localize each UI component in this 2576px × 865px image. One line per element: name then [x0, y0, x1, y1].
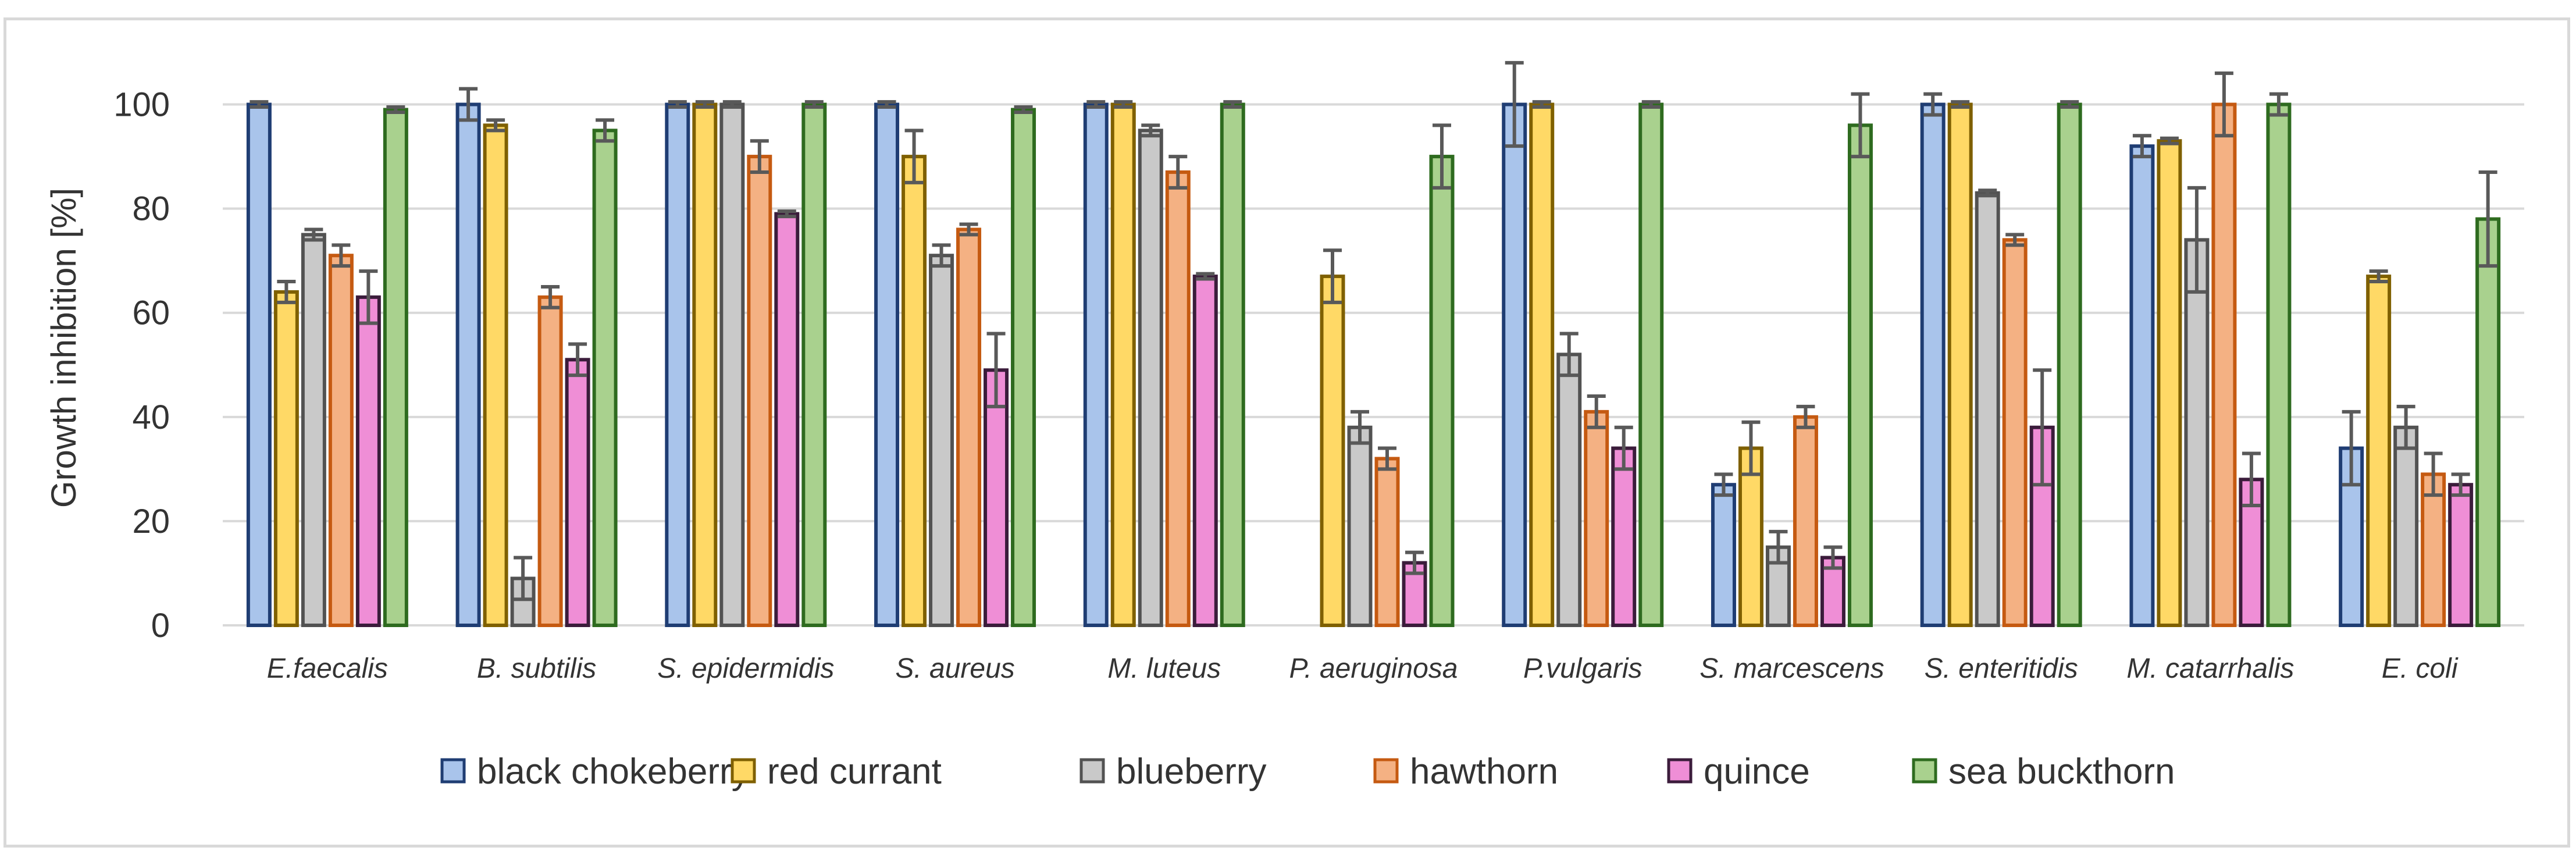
- bar-black-chokeberry: [1711, 483, 1736, 628]
- bar-quince: [984, 368, 1009, 628]
- bar-sea-buckthorn: [2475, 217, 2501, 627]
- bar-hawthorn: [2421, 472, 2446, 627]
- bar-hawthorn: [1584, 410, 1609, 627]
- bar-black-chokeberry: [1502, 102, 1527, 627]
- bar-black-chokeberry: [1083, 102, 1109, 627]
- bar-hawthorn: [1374, 457, 1400, 627]
- bar-quince: [355, 295, 381, 627]
- x-category-label: M. luteus: [1107, 653, 1221, 684]
- bar-red-currant: [1947, 102, 1973, 627]
- legend-label-blueberry: blueberry: [1116, 752, 1266, 792]
- legend-swatch-red-currant: [731, 758, 756, 784]
- bar-sea-buckthorn: [1847, 123, 1873, 627]
- legend-swatch-quince: [1667, 758, 1693, 784]
- legend-label-sea-buckthorn: sea buckthorn: [1948, 752, 2175, 792]
- bar-sea-buckthorn: [1220, 102, 1245, 627]
- bar-hawthorn: [537, 295, 563, 627]
- bar-quince: [774, 212, 800, 628]
- legend-swatch-sea-buckthorn: [1912, 758, 1937, 784]
- legend-label-hawthorn: hawthorn: [1410, 752, 1558, 792]
- bar-black-chokeberry: [2129, 144, 2155, 627]
- bar-red-currant: [273, 290, 299, 627]
- legend-label-red-currant: red currant: [767, 752, 942, 792]
- bar-sea-buckthorn: [1011, 108, 1036, 627]
- y-axis-label: Growth inhibition [%]: [44, 188, 83, 508]
- x-category-label: B. subtilis: [477, 653, 596, 684]
- error-bars: [250, 60, 2497, 601]
- bar-quince: [565, 358, 590, 627]
- bar-blueberry: [2393, 425, 2419, 628]
- bar-black-chokeberry: [665, 102, 690, 627]
- bar-hawthorn: [956, 227, 982, 628]
- bar-red-currant: [2366, 275, 2392, 627]
- x-category-label: S. aureus: [895, 653, 1014, 684]
- bar-red-currant: [1738, 446, 1763, 628]
- bar-hawthorn: [2211, 102, 2237, 627]
- bar-sea-buckthorn: [1429, 155, 1455, 628]
- bar-blueberry: [1975, 191, 2000, 628]
- x-category-label: P. aeruginosa: [1289, 653, 1458, 684]
- bar-black-chokeberry: [874, 102, 900, 627]
- bar-hawthorn: [1793, 415, 1818, 627]
- bar-quince: [2448, 483, 2474, 628]
- bar-red-currant: [1320, 275, 1345, 627]
- bar-quince: [1192, 275, 1218, 627]
- legend-label-black-chokeberry: black chokeberry: [477, 752, 750, 792]
- y-tick-label: 100: [113, 86, 170, 124]
- bar-blueberry: [301, 233, 326, 627]
- y-tick-label: 60: [132, 294, 170, 332]
- bar-blueberry: [1556, 353, 1582, 627]
- x-category-label: P.vulgaris: [1523, 653, 1642, 684]
- legend-label-quince: quince: [1704, 752, 1810, 792]
- bar-sea-buckthorn: [383, 108, 408, 627]
- bar-hawthorn: [328, 254, 354, 627]
- x-category-label: S. marcescens: [1699, 653, 1884, 684]
- bar-sea-buckthorn: [2057, 102, 2082, 627]
- bar-blueberry: [1138, 129, 1163, 627]
- bar-blueberry: [719, 102, 745, 627]
- bar-sea-buckthorn: [801, 102, 827, 627]
- bar-blueberry: [1347, 425, 1373, 628]
- y-tick-label: 80: [132, 190, 170, 228]
- legend-swatch-black-chokeberry: [440, 758, 466, 784]
- legend: black chokeberry red currant blueberry hawt…: [440, 752, 2175, 792]
- bar-black-chokeberry: [246, 102, 272, 627]
- x-category-label: M. catarrhalis: [2126, 653, 2294, 684]
- x-category-label: S. enteritidis: [1925, 653, 2078, 684]
- bar-hawthorn: [747, 155, 772, 628]
- x-category-label: S. epidermidis: [657, 653, 834, 684]
- bars: [246, 102, 2501, 628]
- x-category-label: E. coli: [2382, 653, 2459, 684]
- bar-sea-buckthorn: [2266, 102, 2292, 627]
- bar-red-currant: [692, 102, 718, 627]
- y-tick-label: 0: [151, 607, 170, 645]
- x-category-label: E.faecalis: [267, 653, 388, 684]
- bar-blueberry: [2184, 238, 2210, 627]
- bar-black-chokeberry: [1920, 102, 1946, 627]
- bar-red-currant: [1110, 102, 1136, 627]
- bar-hawthorn: [2002, 238, 2028, 627]
- bar-quince: [2029, 425, 2055, 628]
- y-tick-label: 40: [132, 398, 170, 436]
- y-axis-ticks: 0 20 40 60 80 100: [113, 86, 170, 645]
- legend-swatch-blueberry: [1079, 758, 1105, 784]
- bar-sea-buckthorn: [592, 129, 618, 627]
- x-axis-category-labels: E.faecalis B. subtilis S. epidermidis S. au…: [267, 653, 2459, 684]
- bar-sea-buckthorn: [1638, 102, 1664, 627]
- bar-red-currant: [2157, 139, 2182, 627]
- bar-blueberry: [929, 254, 954, 627]
- legend-swatch-hawthorn: [1373, 758, 1399, 784]
- y-tick-label: 20: [132, 503, 170, 540]
- bar-red-currant: [1529, 102, 1555, 627]
- bar-red-currant: [483, 123, 508, 627]
- bar-quince: [1611, 446, 1637, 628]
- bar-red-currant: [902, 155, 927, 628]
- bar-hawthorn: [1165, 170, 1191, 628]
- bar-black-chokeberry: [455, 102, 481, 627]
